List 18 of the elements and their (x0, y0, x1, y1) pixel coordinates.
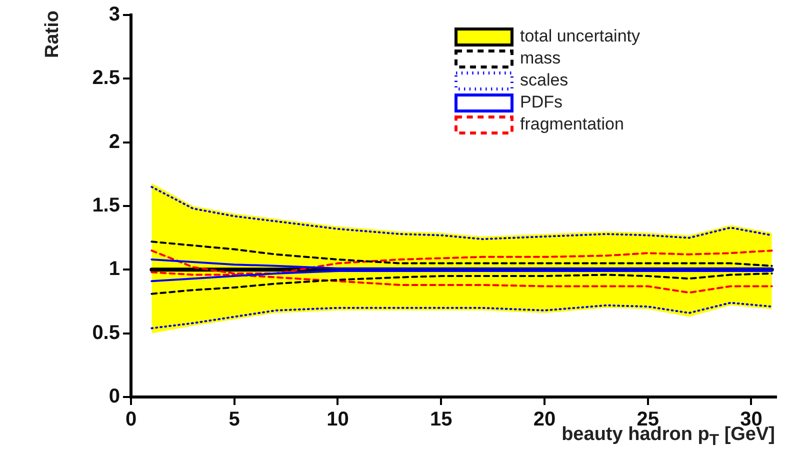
legend-label: scales (520, 70, 568, 90)
x-tick-label: 5 (228, 408, 240, 431)
x-tick-label: 0 (125, 408, 137, 431)
y-tick-label: 0 (108, 386, 120, 408)
x-tick-label: 20 (533, 408, 556, 431)
legend-label: total uncertainty (520, 26, 641, 46)
y-axis-title: Ratio (42, 10, 64, 58)
x-tick-label: 15 (430, 408, 452, 431)
y-tick-label: 2.5 (92, 67, 120, 90)
y-tick-label: 1.5 (92, 194, 120, 217)
y-tick-label: 1 (108, 258, 120, 280)
y-tick-label: 2 (108, 130, 120, 153)
y-tick-label: 3 (108, 4, 120, 26)
legend-label: PDFs (520, 92, 562, 112)
y-tick-label: 0.5 (92, 322, 120, 344)
x-tick-label: 10 (326, 408, 349, 431)
legend-label: fragmentation (520, 114, 624, 134)
legend-label: mass (520, 48, 561, 68)
